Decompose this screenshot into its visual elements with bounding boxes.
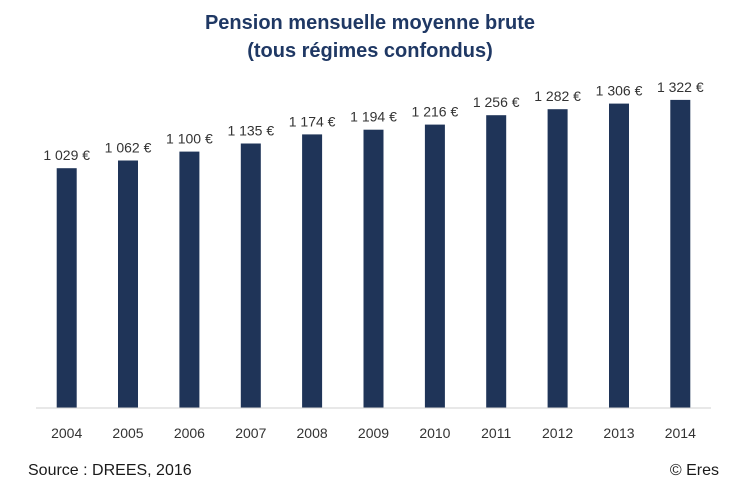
credit-note: © Eres [669, 462, 719, 479]
bar-2012 [547, 109, 568, 408]
source-note: Source : DREES, 2016 [28, 462, 192, 479]
data-label-2007: 1 135 € [227, 123, 274, 139]
x-tick-label-2004: 2004 [51, 425, 82, 441]
bar-2007 [240, 143, 261, 408]
bar-2011 [486, 115, 507, 408]
data-label-2009: 1 194 € [350, 109, 397, 125]
x-tick-label-2008: 2008 [297, 425, 328, 441]
data-label-2008: 1 174 € [289, 113, 336, 129]
data-label-2006: 1 100 € [166, 131, 213, 147]
bar-2008 [302, 134, 323, 408]
data-label-2014: 1 322 € [657, 79, 704, 95]
data-label-2004: 1 029 € [43, 147, 90, 163]
data-label-2012: 1 282 € [534, 88, 581, 104]
data-label-2013: 1 306 € [596, 83, 643, 99]
x-axis-tick-labels: 2004 2005 2006 2007 2008 2009 2010 2011 2012 2013… [51, 425, 696, 441]
bar-series [56, 99, 691, 409]
bar-chart: Pension mensuelle moyenne brute (tous ré… [36, 12, 711, 441]
bar-2010 [424, 124, 445, 408]
bar-2013 [609, 103, 629, 408]
x-tick-label-2007: 2007 [235, 425, 266, 441]
bar-2006 [179, 151, 200, 408]
chart-title-line-2: (tous régimes confondus) [247, 40, 493, 62]
x-tick-label-2009: 2009 [358, 425, 389, 441]
bar-2004 [56, 168, 77, 408]
x-tick-label-2006: 2006 [174, 425, 205, 441]
x-tick-label-2010: 2010 [419, 425, 450, 441]
data-label-2011: 1 256 € [473, 94, 520, 110]
bar-2009 [363, 129, 384, 408]
x-tick-label-2014: 2014 [665, 425, 696, 441]
x-tick-label-2005: 2005 [112, 425, 143, 441]
data-label-2010: 1 216 € [412, 104, 459, 120]
x-tick-label-2013: 2013 [603, 425, 634, 441]
data-labels: 1 029 € 1 062 € 1 100 € 1 135 € 1 174 € 1 194… [43, 79, 704, 163]
bar-2005 [118, 160, 138, 408]
x-tick-label-2011: 2011 [481, 425, 511, 441]
data-label-2005: 1 062 € [105, 140, 152, 156]
bar-2014 [670, 99, 691, 409]
x-tick-label-2012: 2012 [542, 425, 573, 441]
chart-title-line-1: Pension mensuelle moyenne brute [205, 12, 535, 34]
